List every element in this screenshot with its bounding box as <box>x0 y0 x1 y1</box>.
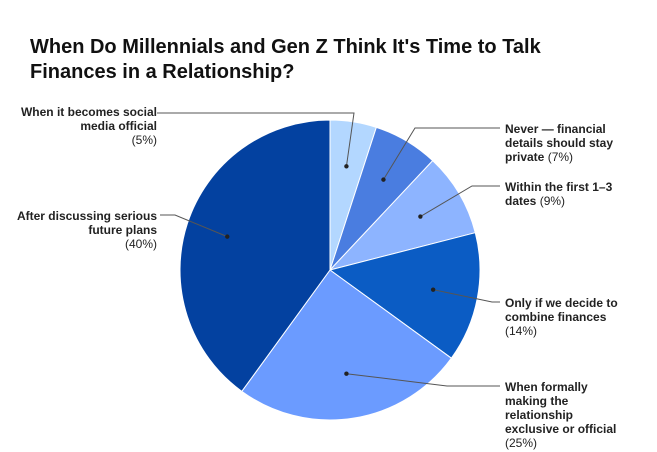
leader-dot-5 <box>225 234 230 239</box>
leader-line-1 <box>383 127 500 180</box>
label-slice-5: After discussing serious future plans (40… <box>16 209 157 251</box>
label-slice-3: Only if we decide to combine finances (14… <box>505 296 618 338</box>
label-slice-1: Never — financial details should stay pr… <box>505 122 614 164</box>
pie-slice-4 <box>241 269 453 421</box>
leader-line-0 <box>157 112 355 167</box>
pie-slice-3 <box>328 232 481 359</box>
pie-slice-5 <box>179 119 331 393</box>
leader-dot-0 <box>344 164 349 169</box>
chart-title: When Do Millennials and Gen Z Think It's… <box>30 36 541 83</box>
leader-line-3 <box>433 289 500 303</box>
leader-dot-3 <box>430 287 436 292</box>
label-slice-2: Within the first 1–3 dates (9%) <box>505 180 613 208</box>
leader-line-4 <box>346 373 500 387</box>
leader-line-2 <box>420 185 500 217</box>
label-slice-4: When formally making the relationship ex… <box>505 380 617 450</box>
leader-dot-2 <box>418 214 423 219</box>
leader-dot-4 <box>344 371 349 376</box>
label-slice-0: When it becomes social media official (5%… <box>20 105 157 147</box>
leader-line-5 <box>160 214 228 238</box>
leader-dot-1 <box>381 177 386 182</box>
